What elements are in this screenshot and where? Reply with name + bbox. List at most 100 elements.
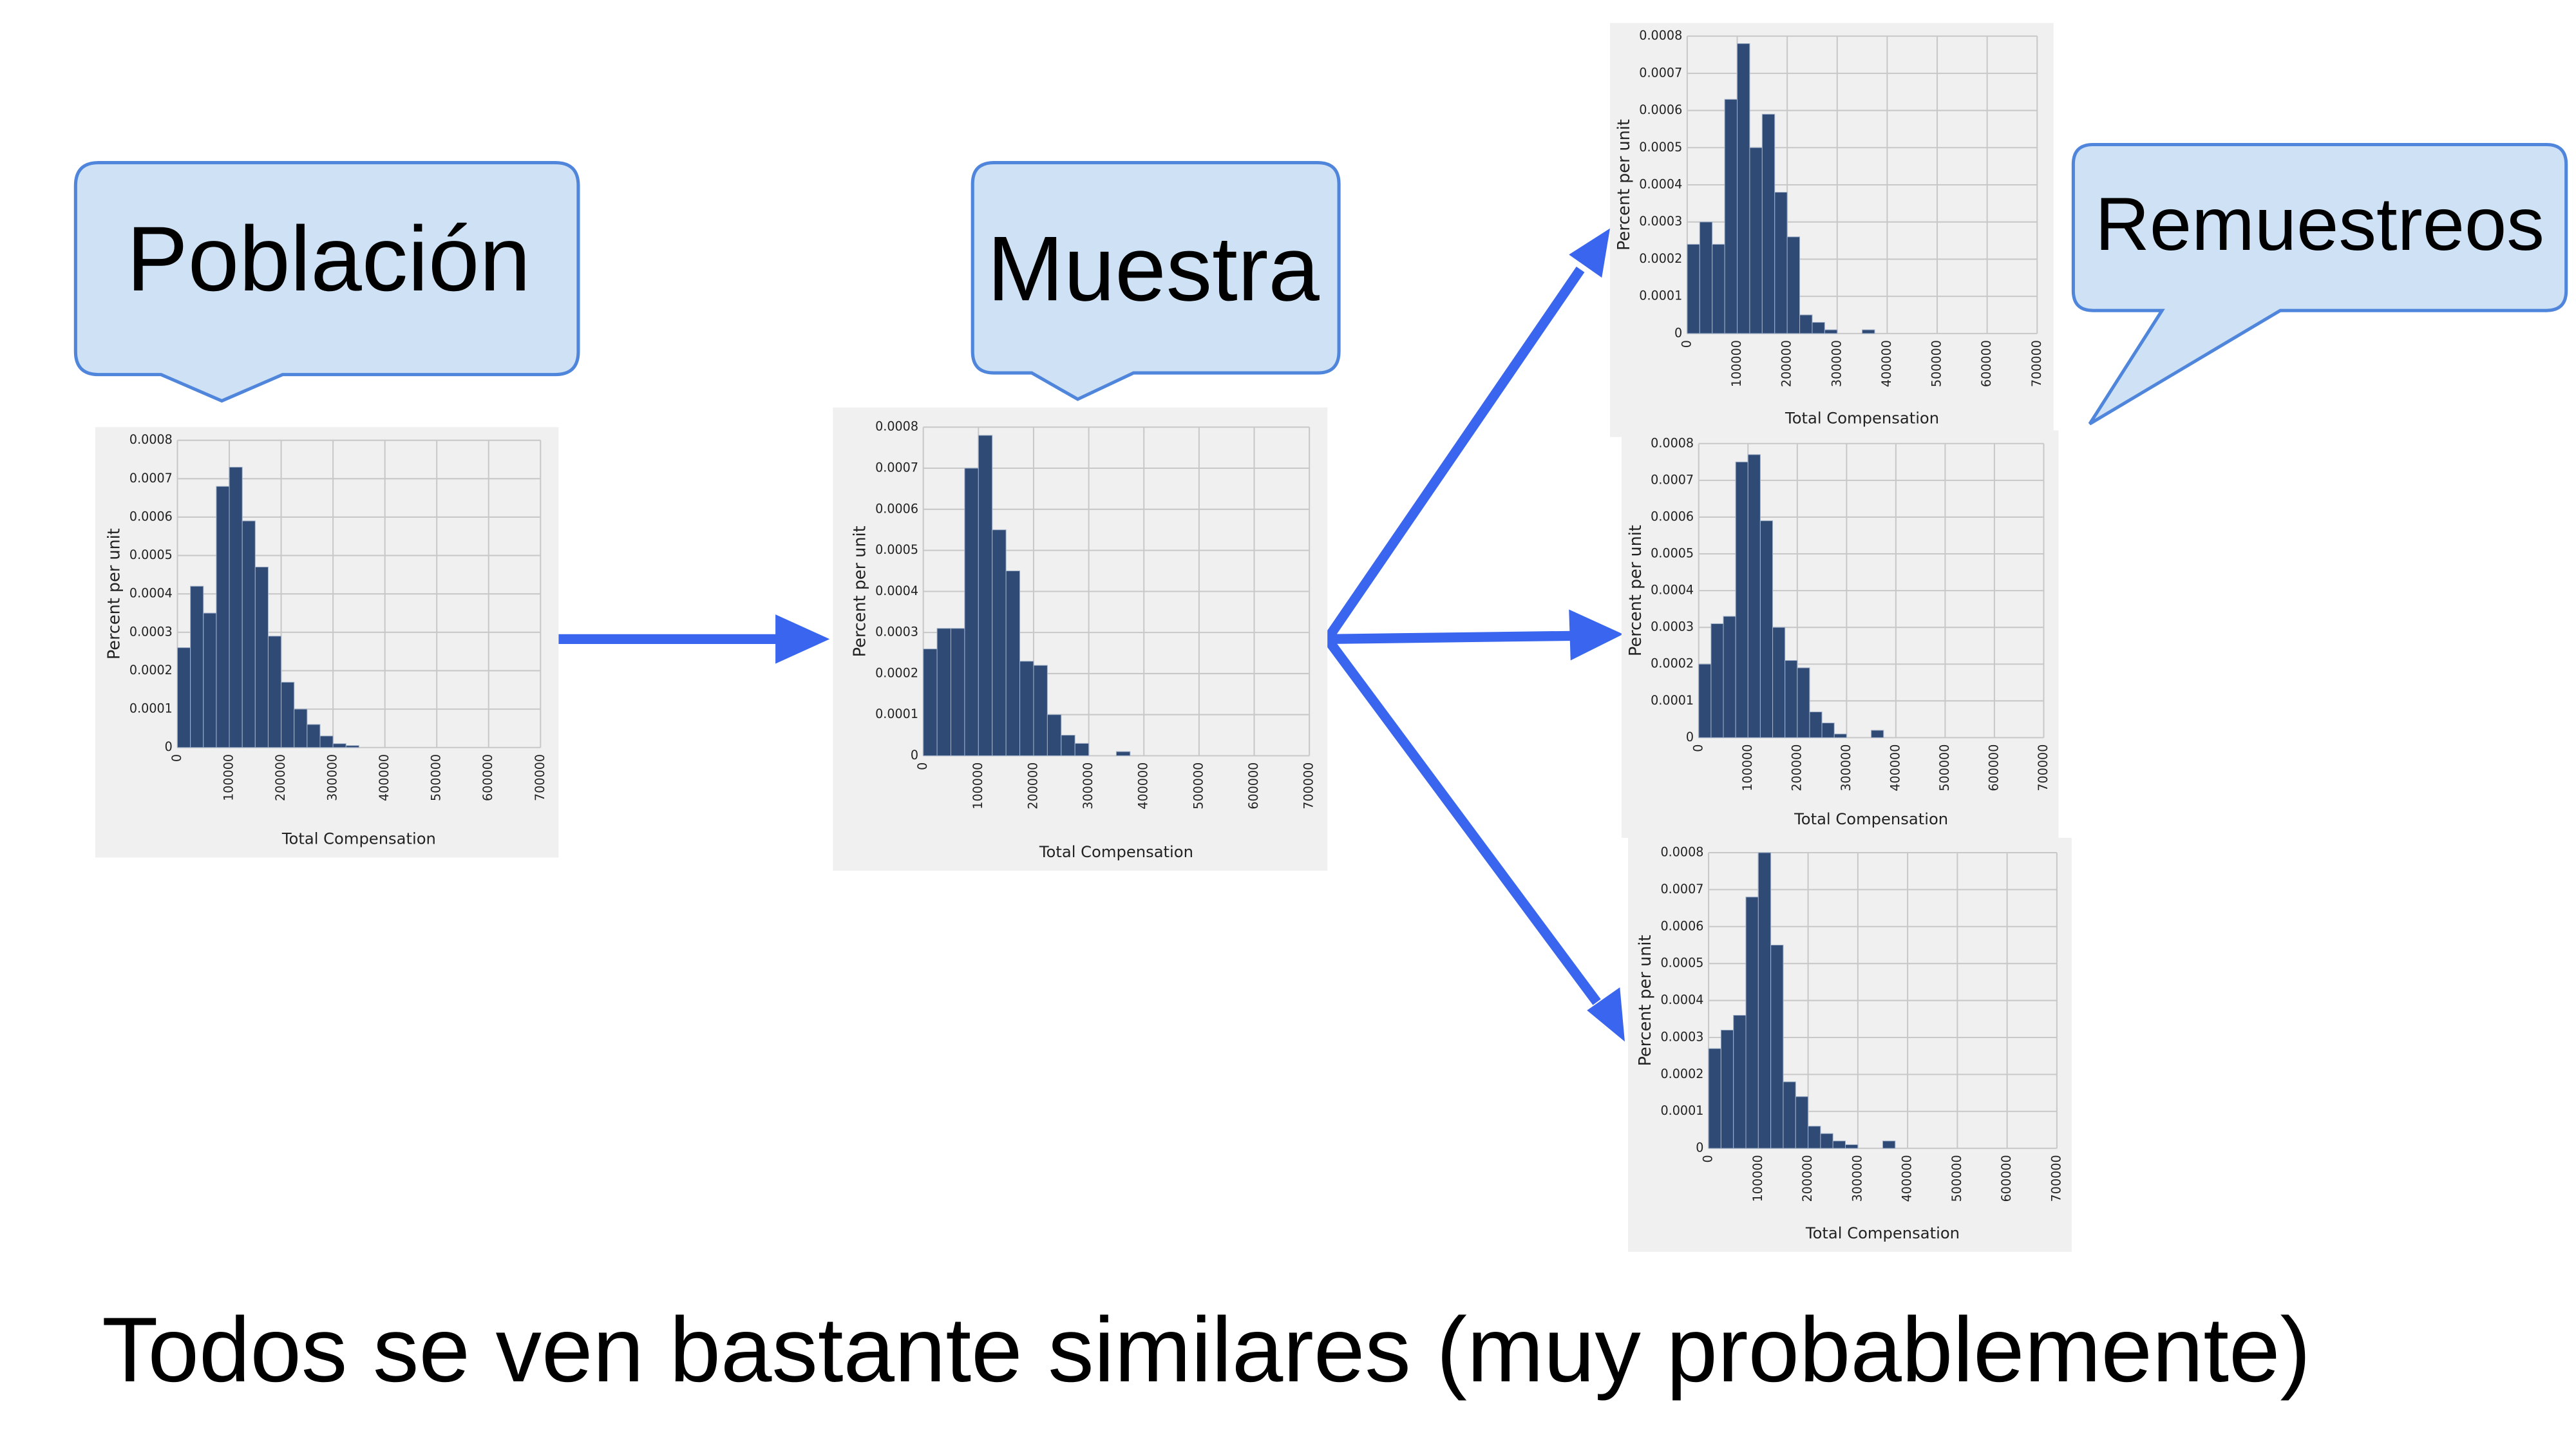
y-tick-label: 0.0007 [875, 460, 918, 475]
x-tick-label: 500000 [1949, 1155, 1964, 1202]
y-tick-label: 0.0006 [129, 509, 173, 524]
arrow-head [1569, 228, 1610, 278]
x-tick-label: 200000 [1789, 744, 1804, 791]
callout-label: Remuestreos [2095, 182, 2544, 266]
histogram-bar [1046, 714, 1062, 756]
x-tick-label: 300000 [1081, 762, 1095, 810]
histogram-bar [1749, 147, 1763, 334]
histogram-bar [1770, 944, 1784, 1149]
caption: Todos se ven bastante similares (muy pro… [102, 1299, 2311, 1401]
histogram-bar [1687, 243, 1700, 334]
y-axis-title: Percent per unit [105, 528, 124, 659]
x-axis-title: Total Compensation [1805, 1224, 1960, 1242]
histogram-bar [1005, 570, 1021, 756]
histogram-bar [1115, 751, 1131, 756]
y-tick-label: 0.0008 [875, 419, 918, 434]
x-tick-label: 500000 [1929, 340, 1944, 387]
y-tick-label: 0.0003 [875, 625, 918, 639]
arrow-head [775, 614, 830, 664]
x-tick-label: 100000 [1729, 340, 1744, 387]
y-tick-label: 0 [1696, 1141, 1703, 1155]
arrow [1323, 636, 1601, 1005]
y-tick-label: 0.0004 [1660, 992, 1703, 1007]
y-tick-label: 0.0002 [1651, 656, 1694, 671]
histogram-bar [1724, 99, 1738, 334]
histogram-bar [1745, 896, 1759, 1149]
histogram-bar [1812, 322, 1825, 334]
x-tick-label: 0 [1690, 744, 1705, 752]
y-tick-label: 0.0003 [1651, 620, 1694, 634]
y-tick-label: 0.0004 [875, 583, 918, 598]
histogram-bar [229, 466, 243, 748]
y-tick-label: 0.0005 [129, 547, 173, 562]
histogram-bar [1785, 660, 1798, 738]
y-tick-label: 0.0002 [875, 665, 918, 680]
histogram-bar [1698, 663, 1712, 738]
y-tick-label: 0.0006 [1660, 918, 1703, 933]
histogram-bar [1820, 1133, 1833, 1149]
x-axis-title: Total Compensation [281, 830, 436, 848]
histogram-bar [267, 636, 282, 748]
histogram-bar [1797, 667, 1810, 738]
x-tick-label: 500000 [429, 754, 444, 801]
histogram-bar [1772, 627, 1786, 738]
y-tick-label: 0.0002 [1660, 1066, 1703, 1081]
x-tick-label: 700000 [533, 754, 547, 801]
y-tick-label: 0.0001 [1639, 289, 1682, 303]
x-tick-label: 400000 [1900, 1155, 1915, 1202]
histogram-bar [1033, 665, 1048, 756]
y-tick-label: 0.0008 [1651, 435, 1694, 450]
x-tick-label: 200000 [1800, 1155, 1815, 1202]
callout-label: Población [127, 208, 531, 310]
histogram-bar [1786, 236, 1801, 334]
chart-panel [95, 427, 559, 858]
y-tick-label: 0.0007 [1660, 882, 1703, 896]
y-tick-label: 0.0001 [1660, 1103, 1703, 1118]
callout-bubble [73, 161, 580, 403]
histogram-bar [1795, 1096, 1809, 1149]
histogram-bar [1019, 661, 1034, 756]
histogram-bar [1774, 192, 1788, 334]
y-tick-label: 0.0005 [1639, 140, 1682, 155]
y-tick-label: 0.0006 [875, 501, 918, 516]
y-tick-label: 0.0007 [129, 471, 173, 486]
x-tick-label: 300000 [1850, 1155, 1864, 1202]
y-tick-label: 0.0005 [875, 542, 918, 557]
callout-bubble [2071, 142, 2568, 426]
histogram-bar [1061, 735, 1075, 756]
chart-panel [1621, 430, 2059, 838]
x-tick-label: 100000 [1750, 1155, 1765, 1202]
histogram-bar [936, 628, 952, 756]
arrows [558, 228, 1625, 1042]
x-tick-label: 0 [1701, 1155, 1716, 1162]
y-tick-label: 0.0004 [129, 586, 173, 601]
x-tick-label: 600000 [1999, 1155, 2014, 1202]
chart-panel [833, 407, 1328, 871]
histogram-bar [1824, 329, 1838, 334]
y-tick-label: 0.0008 [129, 432, 173, 447]
x-tick-label: 400000 [1136, 762, 1151, 810]
histogram-bar [992, 529, 1007, 756]
y-axis-title: Percent per unit [851, 526, 870, 657]
histogram-bar [177, 647, 191, 748]
histogram-bar [1833, 734, 1847, 738]
histogram-bar [950, 628, 965, 756]
histogram-bar [1845, 1144, 1859, 1149]
x-tick-label: 700000 [2049, 1155, 2063, 1202]
arrow [1327, 630, 1578, 644]
y-tick-label: 0.0005 [1660, 956, 1703, 971]
histogram-bar [1733, 1015, 1747, 1149]
histogram-bar [281, 681, 295, 748]
x-tick-label: 400000 [1888, 744, 1902, 791]
histogram-bar [319, 735, 334, 748]
x-tick-label: 300000 [1839, 744, 1853, 791]
histogram-bar [294, 708, 308, 748]
x-tick-label: 200000 [273, 754, 288, 801]
y-tick-label: 0.0001 [1651, 693, 1694, 708]
y-tick-label: 0.0004 [1639, 176, 1682, 191]
histogram-bar [203, 612, 217, 748]
histogram-bar [1808, 1126, 1821, 1149]
histogram-bar [254, 566, 269, 748]
histogram-bar [1720, 1029, 1734, 1149]
x-tick-label: 100000 [971, 762, 985, 810]
